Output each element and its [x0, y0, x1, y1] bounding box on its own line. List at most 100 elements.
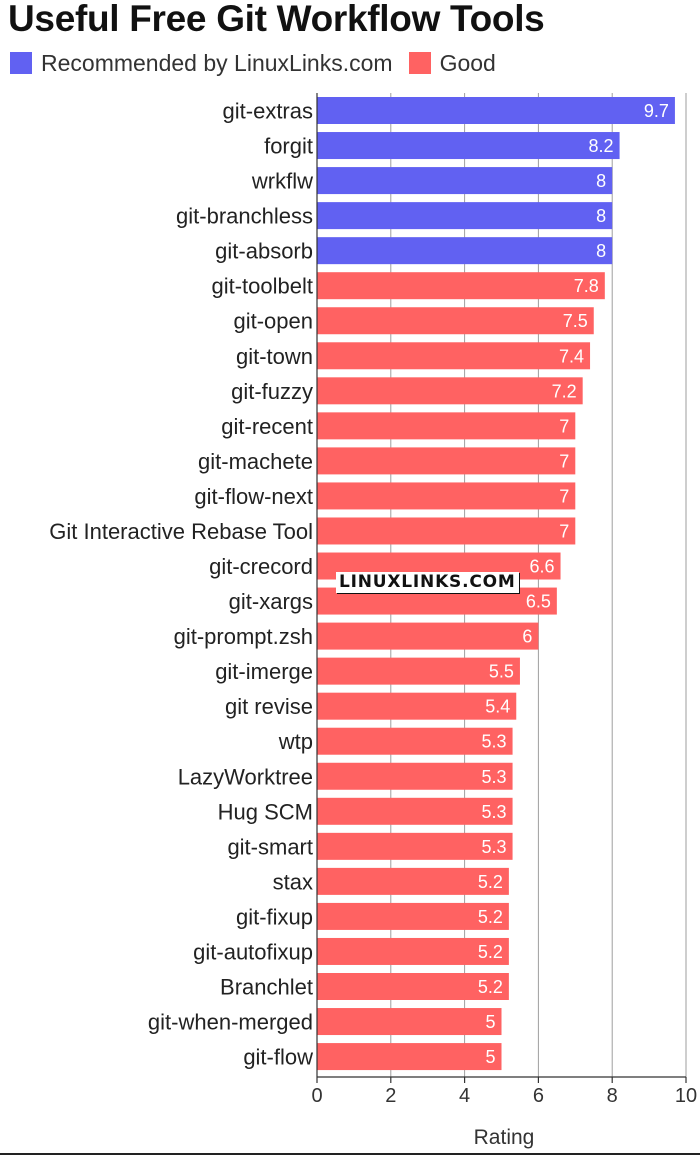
bar-value-label: 5.3	[482, 802, 507, 822]
bar	[317, 867, 509, 895]
bar-value-label: 7.5	[563, 311, 588, 331]
bar	[317, 447, 576, 475]
category-label: git-prompt.zsh	[174, 624, 313, 649]
bar-value-label: 5.2	[478, 907, 503, 927]
x-tick-label: 10	[675, 1085, 697, 1107]
category-label: git-town	[236, 344, 313, 369]
x-tick-label: 2	[385, 1085, 396, 1107]
legend-swatch-recommended	[10, 52, 32, 74]
watermark-logo: LINUXLINKS.COM	[336, 572, 519, 593]
bar-value-label: 8	[596, 171, 606, 191]
bar-value-label: 5.5	[489, 662, 514, 682]
bar	[317, 272, 605, 300]
bar	[317, 937, 509, 965]
category-label: git-branchless	[176, 204, 313, 229]
bar-value-label: 7.2	[552, 381, 577, 401]
bar	[317, 832, 513, 860]
chart-title: Useful Free Git Workflow Tools	[8, 0, 545, 39]
category-label: git-when-merged	[148, 1010, 313, 1035]
legend-item-good: Good	[408, 49, 496, 77]
category-label: git-smart	[227, 834, 313, 859]
category-label: git-autofixup	[193, 939, 313, 964]
category-label: git-fuzzy	[231, 379, 313, 404]
bar-value-label: 7	[559, 451, 569, 471]
bar-value-label: 7.8	[574, 276, 599, 296]
bar-value-label: 5.3	[482, 837, 507, 857]
bar	[317, 657, 520, 685]
bar	[317, 97, 675, 124]
category-label: git revise	[225, 694, 313, 719]
bar-value-label: 6.6	[530, 557, 555, 577]
bar	[317, 132, 620, 160]
category-label: git-extras	[223, 99, 313, 124]
x-tick-label: 0	[311, 1085, 322, 1107]
bar	[317, 202, 613, 230]
category-label: forgit	[264, 134, 313, 159]
legend-label-good: Good	[439, 49, 496, 76]
x-tick-label: 4	[459, 1085, 470, 1107]
bottom-rule	[0, 1153, 700, 1155]
x-tick-label: 8	[607, 1085, 618, 1107]
category-label: git-crecord	[209, 554, 313, 579]
bar-value-label: 7.4	[559, 346, 584, 366]
legend-label-recommended: Recommended by LinuxLinks.com	[41, 49, 393, 76]
category-label: Branchlet	[220, 975, 313, 1000]
bar	[317, 482, 576, 510]
bar	[317, 237, 613, 265]
bar	[317, 1008, 502, 1036]
bar-value-label: 5.2	[478, 942, 503, 962]
bar-value-label: 5.2	[478, 872, 503, 892]
bar-value-label: 7	[559, 416, 569, 436]
category-label: git-machete	[198, 449, 313, 474]
bar-value-label: 5.3	[482, 767, 507, 787]
x-tick-label: 6	[533, 1085, 544, 1107]
category-label: git-toolbelt	[211, 274, 313, 299]
bar-value-label: 5.3	[482, 732, 507, 752]
bar-value-label: 8.2	[589, 136, 614, 156]
bar	[317, 902, 509, 930]
bar	[317, 973, 509, 1000]
category-label: stax	[273, 869, 313, 894]
bar	[317, 517, 576, 545]
bar	[317, 167, 613, 195]
bar	[317, 622, 539, 650]
x-axis-title: Rating	[474, 1126, 535, 1149]
category-label: Git Interactive Rebase Tool	[49, 519, 313, 544]
category-label: git-flow	[243, 1045, 313, 1070]
bar	[317, 1043, 502, 1071]
category-label: LazyWorktree	[178, 764, 313, 789]
bar	[317, 307, 594, 335]
category-label: git-imerge	[215, 659, 313, 684]
category-label: git-absorb	[215, 239, 313, 264]
category-label: git-open	[233, 309, 313, 334]
bar-value-label: 8	[596, 241, 606, 261]
bar-value-label: 5	[485, 1012, 495, 1032]
bar-value-label: 5.2	[478, 977, 503, 997]
bar	[317, 412, 576, 440]
bar-value-label: 9.7	[644, 101, 669, 121]
category-label: git-recent	[221, 414, 313, 439]
bar	[317, 762, 513, 790]
category-label: wtp	[278, 729, 313, 754]
category-label: Hug SCM	[218, 799, 313, 824]
legend-swatch-good	[408, 52, 431, 74]
bar	[317, 342, 591, 370]
bar	[317, 727, 513, 755]
bar	[317, 797, 513, 825]
category-label: git-fixup	[236, 904, 313, 929]
bar-value-label: 7	[559, 521, 569, 541]
chart-legend: Recommended by LinuxLinks.com Good	[10, 48, 512, 78]
bar-value-label: 6.5	[526, 592, 551, 612]
bar-value-label: 7	[559, 486, 569, 506]
legend-item-recommended: Recommended by LinuxLinks.com	[10, 50, 393, 77]
bar-value-label: 8	[596, 206, 606, 226]
bar	[317, 377, 583, 405]
category-label: wrkflw	[251, 169, 313, 194]
category-label: git-xargs	[229, 589, 313, 614]
bar-value-label: 5	[485, 1047, 495, 1067]
category-label: git-flow-next	[194, 484, 313, 509]
bar-value-label: 5.4	[485, 697, 510, 717]
bar	[317, 692, 517, 720]
bar-value-label: 6	[522, 627, 532, 647]
